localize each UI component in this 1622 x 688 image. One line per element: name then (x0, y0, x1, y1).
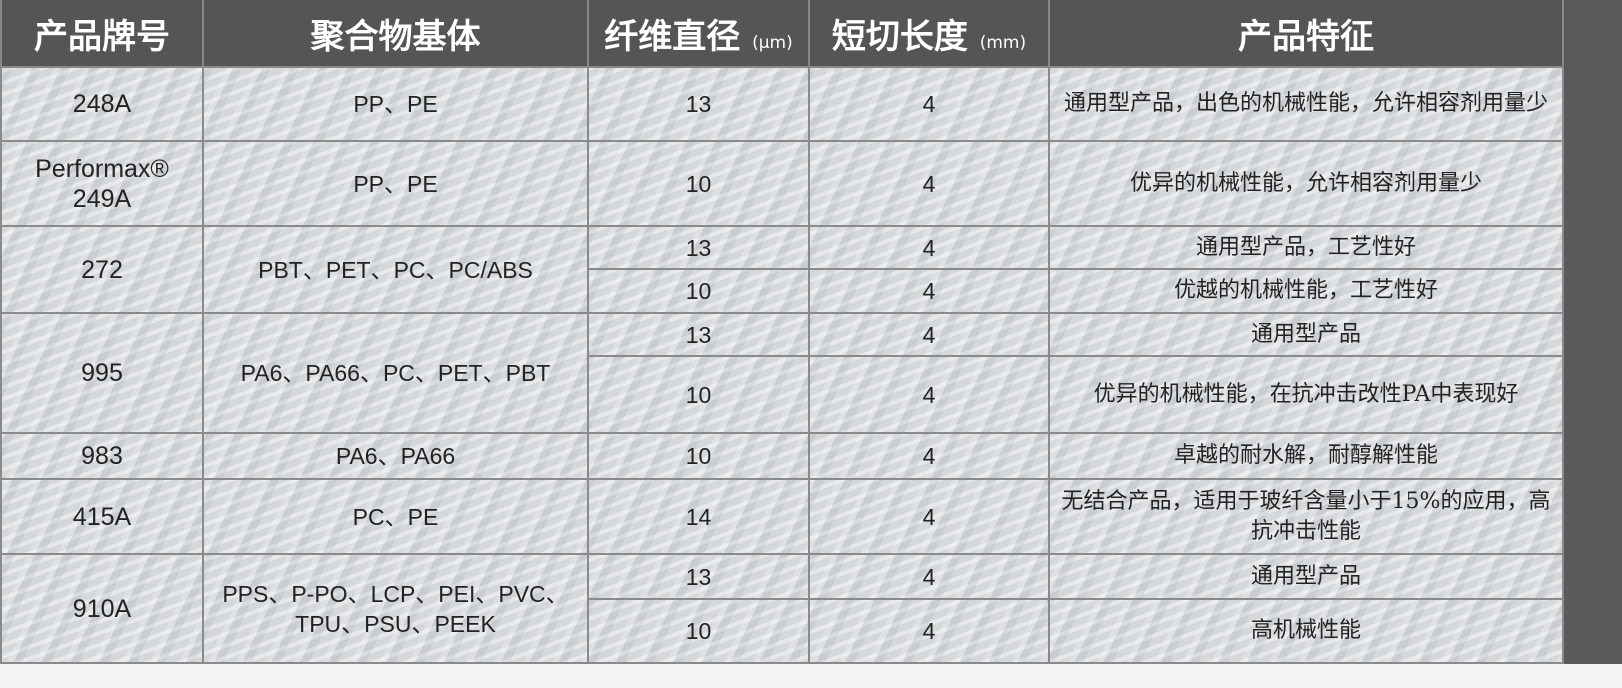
polymer-base: PBT、PET、PC、PC/ABS (202, 225, 589, 314)
table-row: 10 4 优越的机械性能，工艺性好 (1, 268, 1564, 314)
chop-length: 4 (808, 225, 1050, 270)
polymer-base: PP、PE (202, 66, 589, 142)
fiber-diameter: 10 (587, 355, 810, 434)
fiber-diameter: 10 (587, 432, 810, 480)
table-row: Performax® 249A PP、PE 10 4 优异的机械性能，允许相容剂用量少 (0, 140, 1564, 227)
fiber-diameter: 10 (587, 140, 810, 227)
polymer-base: PA6、PA66、PC、PET、PBT (202, 312, 589, 434)
polymer-base: PA6、PA66 (202, 432, 589, 480)
table-row: 910A PPS、P-PO、LCP、PEI、PVC、TPU、PSU、PEEK 13 4… (0, 553, 1564, 664)
product-id: 983 (0, 432, 204, 480)
fiber-diameter: 13 (587, 553, 810, 600)
header-row: 产品牌号 聚合物基体 纤维直径 (μm) 短切长度 (mm) 产品特征 (0, 0, 1564, 68)
product-id: Performax® 249A (0, 140, 204, 227)
product-feature: 卓越的耐水解，耐醇解性能 (1048, 432, 1564, 480)
product-id: 415A (0, 478, 204, 555)
product-feature: 优异的机械性能，允许相容剂用量少 (1048, 140, 1564, 227)
product-id: 272 (0, 225, 204, 314)
product-feature: 通用型产品 (1048, 312, 1564, 357)
chop-length: 4 (808, 140, 1050, 227)
chop-length: 4 (808, 66, 1050, 142)
chop-length: 4 (808, 598, 1050, 664)
chop-length: 4 (808, 355, 1050, 434)
product-feature: 通用型产品 (1048, 553, 1564, 600)
chop-length: 4 (808, 432, 1050, 480)
fiber-diameter: 10 (587, 268, 810, 314)
table-row: 10 4 优异的机械性能，在抗冲击改性PA中表现好 (1, 355, 1564, 434)
table-row: 248A PP、PE 13 4 通用型产品，出色的机械性能，允许相容剂用量少 (0, 66, 1564, 142)
fiber-diameter: 13 (587, 66, 810, 142)
product-id: 995 (0, 312, 204, 434)
chop-length: 4 (808, 312, 1050, 357)
product-feature: 通用型产品，出色的机械性能，允许相容剂用量少 (1048, 66, 1564, 142)
table-row: 415A PC、PE 14 4 无结合产品，适用于玻纤含量小于15%的应用，高抗冲击性能 (0, 478, 1564, 555)
fiber-diameter: 13 (587, 225, 810, 270)
header-feature: 产品特征 (1048, 0, 1564, 68)
fiber-diameter: 10 (587, 598, 810, 664)
fiber-diameter: 13 (587, 312, 810, 357)
table-row: 10 4 高机械性能 (1, 598, 1564, 664)
header-length: 短切长度 (mm) (808, 0, 1050, 68)
table-row: 995 PA6、PA66、PC、PET、PBT 13 4 通用型产品 (0, 312, 1564, 434)
chop-length: 4 (808, 268, 1050, 314)
product-id: 910A (0, 553, 204, 664)
product-feature: 无结合产品，适用于玻纤含量小于15%的应用，高抗冲击性能 (1048, 478, 1564, 555)
chop-length: 4 (808, 553, 1050, 600)
polymer-base: PPS、P-PO、LCP、PEI、PVC、TPU、PSU、PEEK (202, 553, 589, 664)
header-polymer: 聚合物基体 (202, 0, 589, 68)
table-row: 272 PBT、PET、PC、PC/ABS 13 4 通用型产品，工艺性好 (0, 225, 1564, 314)
header-product-id: 产品牌号 (0, 0, 204, 68)
product-id: 248A (0, 66, 204, 142)
fiber-diameter: 14 (587, 478, 810, 555)
product-feature: 通用型产品，工艺性好 (1048, 225, 1564, 270)
product-feature: 优异的机械性能，在抗冲击改性PA中表现好 (1048, 355, 1564, 434)
table-row: 983 PA6、PA66 10 4 卓越的耐水解，耐醇解性能 (0, 432, 1564, 480)
polymer-base: PP、PE (202, 140, 589, 227)
product-feature: 高机械性能 (1048, 598, 1564, 664)
product-feature: 优越的机械性能，工艺性好 (1048, 268, 1564, 314)
chop-length: 4 (808, 478, 1050, 555)
side-bar (1562, 0, 1622, 664)
product-table: 产品牌号 聚合物基体 纤维直径 (μm) 短切长度 (mm) 产品特征 248A… (0, 0, 1564, 664)
header-diameter: 纤维直径 (μm) (587, 0, 810, 68)
polymer-base: PC、PE (202, 478, 589, 555)
